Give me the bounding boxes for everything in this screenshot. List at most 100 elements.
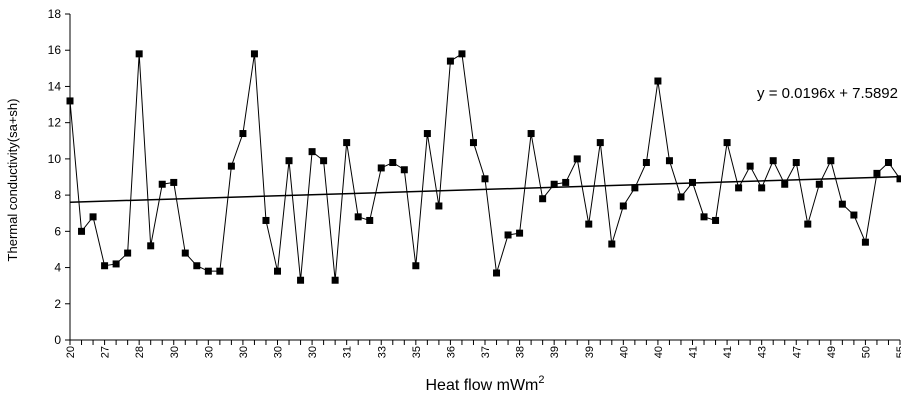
data-point <box>735 184 743 192</box>
y-tick-label: 16 <box>48 43 62 57</box>
x-tick-label: 39 <box>584 346 596 358</box>
x-axis-title-text: Heat flow mWm <box>425 377 538 394</box>
data-point <box>239 130 247 138</box>
data-point <box>412 262 420 270</box>
data-point <box>527 130 535 138</box>
y-axis-title: Thermal conductivity(sa+sh) <box>5 99 20 262</box>
x-tick-label: 35 <box>411 346 423 358</box>
data-point <box>804 220 812 228</box>
data-point <box>665 157 673 165</box>
data-point <box>89 213 97 221</box>
data-point <box>608 240 616 248</box>
x-tick-label: 30 <box>169 346 181 358</box>
y-tick-label: 10 <box>48 152 62 166</box>
x-tick-label: 27 <box>100 346 112 358</box>
data-point <box>285 157 293 165</box>
x-tick-label: 39 <box>549 346 561 358</box>
x-tick-label: 36 <box>445 346 457 358</box>
data-point <box>758 184 766 192</box>
data-point <box>723 139 731 147</box>
data-point <box>838 200 846 208</box>
data-point <box>642 159 650 167</box>
data-point <box>227 162 235 170</box>
data-point <box>262 216 270 224</box>
data-point <box>66 97 74 105</box>
data-point <box>377 164 385 172</box>
data-point <box>366 216 374 224</box>
x-tick-label: 47 <box>791 346 803 358</box>
data-point <box>700 213 708 221</box>
data-point <box>781 180 789 188</box>
data-point <box>458 50 466 58</box>
data-point <box>861 238 869 246</box>
data-point <box>746 162 754 170</box>
x-axis-title: Heat flow mWm2 <box>425 374 544 394</box>
x-tick-label: 41 <box>688 346 700 358</box>
data-point <box>539 195 547 203</box>
data-point <box>331 276 339 284</box>
data-point <box>435 202 443 210</box>
x-tick-label: 40 <box>618 346 630 358</box>
data-point <box>585 220 593 228</box>
data-point <box>124 249 132 257</box>
y-tick-label: 8 <box>54 188 61 202</box>
x-tick-label: 30 <box>307 346 319 358</box>
data-point <box>101 262 109 270</box>
trendline <box>69 175 901 203</box>
data-point <box>112 260 120 268</box>
data-point <box>677 193 685 201</box>
data-point <box>631 184 639 192</box>
x-tick-label: 43 <box>757 346 769 358</box>
data-point <box>297 276 305 284</box>
data-point <box>320 157 328 165</box>
data-point <box>250 50 258 58</box>
data-point <box>135 50 143 58</box>
data-point <box>792 159 800 167</box>
y-tick-label: 0 <box>54 333 61 347</box>
data-point <box>204 267 212 275</box>
data-point <box>654 77 662 85</box>
data-point <box>481 175 489 183</box>
x-axis-title-sup: 2 <box>538 374 544 386</box>
data-point <box>619 202 627 210</box>
trendline-equation: y = 0.0196x + 7.5892 <box>757 85 898 102</box>
data-point <box>504 231 512 239</box>
data-point <box>400 166 408 174</box>
y-tick-label: 4 <box>54 261 61 275</box>
data-point <box>389 159 397 167</box>
x-tick-label: 49 <box>826 346 838 358</box>
data-point <box>216 267 224 275</box>
data-point <box>884 159 892 167</box>
data-point <box>873 169 881 177</box>
y-tick-label: 2 <box>54 297 61 311</box>
data-point <box>827 157 835 165</box>
data-point <box>158 180 166 188</box>
data-point <box>193 262 201 270</box>
data-point <box>815 180 823 188</box>
x-tick-label: 38 <box>515 346 527 358</box>
data-point <box>516 229 524 237</box>
y-tick-label: 18 <box>48 7 62 21</box>
x-tick-label: 33 <box>376 346 388 358</box>
y-tick-label: 6 <box>54 224 61 238</box>
x-tick-label: 31 <box>342 346 354 358</box>
data-point <box>354 213 362 221</box>
data-point <box>343 139 351 147</box>
data-point <box>308 148 316 156</box>
data-point <box>274 267 281 275</box>
data-point <box>896 175 901 183</box>
data-point <box>469 139 477 147</box>
x-tick-label: 30 <box>273 346 285 358</box>
data-point <box>850 211 858 219</box>
data-point <box>712 216 720 224</box>
x-tick-label: 20 <box>65 346 77 358</box>
y-tick-label: 12 <box>48 116 62 130</box>
data-point <box>446 57 454 65</box>
data-point <box>562 178 570 186</box>
y-tick-label: 14 <box>48 79 62 93</box>
data-point <box>78 227 86 235</box>
data-point <box>423 130 431 138</box>
x-tick-label: 40 <box>653 346 665 358</box>
x-tick-label: 37 <box>480 346 492 358</box>
